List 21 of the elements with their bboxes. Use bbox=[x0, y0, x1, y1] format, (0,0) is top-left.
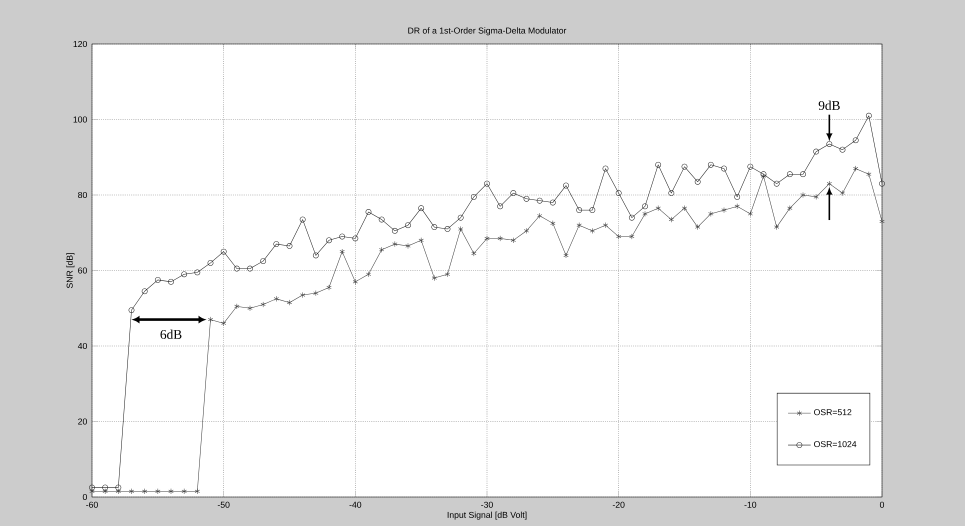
y-tick-label: 40 bbox=[78, 342, 87, 350]
y-tick-label: 0 bbox=[82, 494, 87, 500]
y-tick-label: 60 bbox=[78, 267, 87, 274]
y-tick-label: 20 bbox=[78, 418, 87, 425]
x-axis-title: Input Signal [dB Volt] bbox=[448, 512, 526, 520]
y-axis-title: SNR [dB] bbox=[66, 253, 74, 288]
legend-label: OSR=512 bbox=[814, 409, 852, 416]
y-tick-label: 100 bbox=[74, 116, 87, 123]
x-tick-label: -20 bbox=[612, 502, 625, 508]
x-tick-label: -30 bbox=[481, 502, 493, 508]
legend-label: OSR=1024 bbox=[814, 441, 856, 448]
x-tick-label: -60 bbox=[86, 502, 98, 508]
x-tick-label: -40 bbox=[349, 502, 362, 508]
x-tick-label: -10 bbox=[744, 502, 756, 508]
chart-title: DR of a 1st-Order Sigma-Delta Modulator bbox=[408, 27, 566, 36]
annotation: 9dB bbox=[818, 100, 840, 110]
y-tick-label: 120 bbox=[74, 40, 87, 48]
x-tick-label: -50 bbox=[218, 502, 230, 508]
x-tick-label: 0 bbox=[880, 502, 884, 508]
y-tick-label: 80 bbox=[78, 192, 87, 198]
annotation: 6dB bbox=[160, 330, 182, 339]
